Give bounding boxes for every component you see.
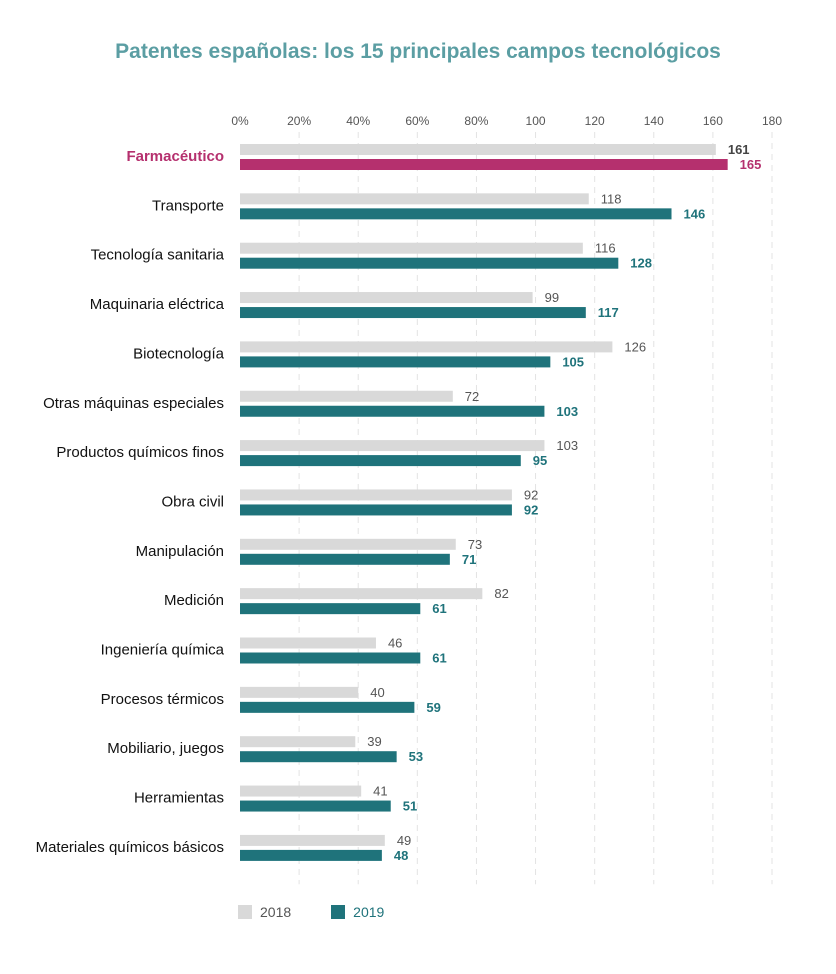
legend-item-2018: 2018 (238, 904, 291, 920)
data-label-2018: 116 (595, 241, 616, 256)
data-label-2018: 49 (397, 833, 411, 848)
bar-2018 (240, 686, 359, 698)
bar-2018 (240, 193, 589, 205)
data-label-2019: 105 (562, 354, 584, 369)
data-label-2018: 118 (601, 191, 622, 206)
x-tick-label: 140 (644, 114, 664, 128)
bar-2018 (240, 144, 716, 155)
bar-2018 (240, 736, 356, 748)
data-label-2018: 92 (524, 487, 538, 502)
category-label: Farmacéutico (126, 148, 224, 165)
chart-title: Patentes españolas: los 15 principales c… (115, 40, 721, 63)
data-label-2019: 53 (409, 749, 423, 764)
bar-2019 (240, 800, 391, 812)
category-label: Herramientas (134, 790, 224, 807)
bar-2018 (240, 834, 385, 846)
category-label: Transporte (152, 197, 224, 214)
data-label-2019: 61 (432, 601, 446, 616)
bar-2019 (240, 652, 421, 664)
bar-2019 (240, 455, 521, 467)
x-tick-label: 60% (405, 114, 429, 128)
legend: 2018 2019 (238, 904, 384, 920)
bar-2018 (240, 489, 512, 501)
x-tick-label: 100 (526, 114, 546, 128)
bar-2019 (240, 849, 382, 861)
data-label-2018: 126 (624, 339, 646, 354)
data-label-2019: 128 (630, 256, 652, 271)
data-label-2018: 73 (468, 537, 482, 552)
data-label-2019: 92 (524, 502, 538, 517)
bar-2018 (240, 341, 613, 353)
data-label-2019: 48 (394, 848, 408, 863)
bar-2019 (240, 603, 421, 615)
data-label-2018: 40 (370, 685, 384, 700)
bar-2018 (240, 440, 545, 452)
bar-2019 (240, 356, 551, 368)
data-label-2019: 146 (684, 206, 706, 221)
bar-2018 (240, 588, 483, 600)
category-label: Tecnología sanitaria (91, 247, 225, 264)
category-label: Ingeniería química (101, 642, 225, 659)
x-tick-label: 20% (287, 114, 311, 128)
data-label-2018: 72 (465, 389, 479, 404)
data-label-2018: 161 (728, 142, 750, 157)
category-label: Manipulación (136, 543, 224, 560)
bar-2019 (240, 553, 450, 565)
data-label-2019: 61 (432, 651, 446, 666)
bar-2019 (240, 257, 619, 269)
x-tick-label: 180 (762, 114, 782, 128)
bar-2018 (240, 292, 533, 304)
data-label-2019: 165 (740, 157, 762, 172)
category-label: Mobiliario, juegos (107, 740, 224, 757)
bar-2018 (240, 637, 376, 649)
data-label-2018: 99 (545, 290, 559, 305)
data-label-2018: 103 (556, 438, 578, 453)
category-label: Materiales químicos básicos (36, 839, 224, 856)
bar-2019 (240, 701, 415, 713)
x-tick-label: 120 (585, 114, 605, 128)
x-tick-label: 40% (346, 114, 370, 128)
data-label-2019: 71 (462, 552, 476, 567)
category-label: Procesos térmicos (101, 691, 224, 708)
bar-2019 (240, 405, 545, 417)
category-label: Maquinaria eléctrica (90, 296, 225, 313)
bar-2019 (240, 504, 512, 516)
legend-label-2018: 2018 (260, 904, 292, 920)
data-label-2018: 39 (367, 734, 381, 749)
x-tick-label: 80% (464, 114, 488, 128)
bar-2019 (240, 307, 586, 319)
data-label-2019: 51 (403, 799, 417, 814)
category-label: Otras máquinas especiales (43, 395, 224, 412)
legend-swatch-2019 (331, 905, 346, 919)
data-label-2019: 59 (426, 700, 440, 715)
bar-2018 (240, 390, 453, 402)
category-label: Biotecnología (133, 345, 225, 362)
data-label-2018: 46 (388, 636, 402, 651)
data-label-2018: 82 (494, 586, 508, 601)
legend-swatch-2018 (238, 905, 252, 919)
category-label: Obra civil (161, 493, 224, 510)
data-label-2019: 103 (556, 404, 578, 419)
legend-item-2019: 2019 (331, 904, 384, 920)
bar-2019 (240, 159, 728, 170)
data-label-2019: 95 (533, 453, 547, 468)
data-label-2019: 117 (598, 305, 619, 320)
x-tick-label: 160 (703, 114, 723, 128)
x-tick-label: 0% (231, 114, 249, 128)
bar-2019 (240, 751, 397, 763)
category-label: Productos químicos finos (56, 444, 224, 461)
bar-2019 (240, 208, 672, 220)
legend-label-2019: 2019 (353, 904, 385, 920)
bar-2018 (240, 538, 456, 550)
category-label: Medición (164, 592, 224, 609)
bar-2018 (240, 242, 583, 254)
bar-2018 (240, 785, 362, 797)
data-label-2018: 41 (373, 784, 387, 799)
